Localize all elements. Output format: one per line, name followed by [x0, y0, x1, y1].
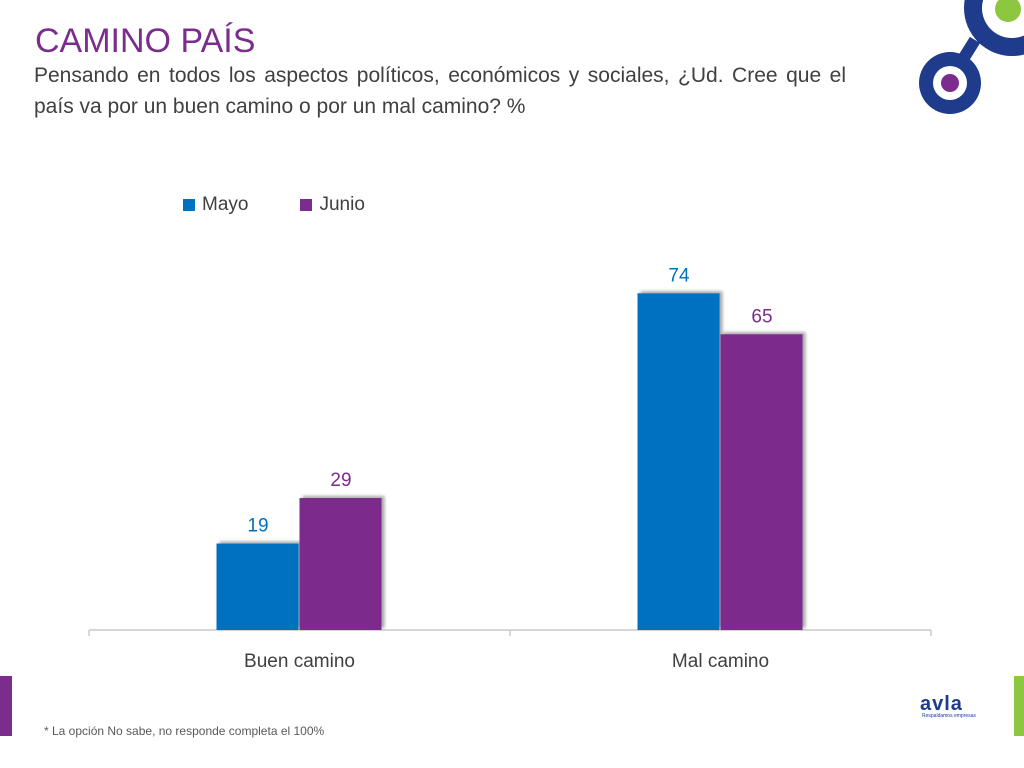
avla-logo: avla Respaldamos empresas	[920, 693, 994, 721]
bar-junio-buen-camino	[299, 498, 382, 630]
legend-item-junio: Junio	[300, 194, 365, 216]
legend-item-mayo: Mayo	[183, 194, 248, 216]
legend-label-mayo: Mayo	[202, 194, 249, 215]
x-tick-label: Buen camino	[244, 651, 355, 672]
legend-swatch-mayo	[183, 199, 195, 211]
logo-tagline: Respaldamos empresas	[922, 713, 976, 719]
legend-label-junio: Junio	[319, 194, 365, 215]
chart-legend: Mayo Junio	[183, 194, 365, 216]
bar-mayo-buen-camino	[216, 543, 299, 630]
data-label: 29	[330, 470, 351, 491]
data-label: 65	[751, 306, 772, 327]
logo-wordmark: avla	[920, 693, 963, 715]
data-label: 74	[668, 265, 690, 286]
footnote: * La opción No sabe, no responde complet…	[44, 724, 325, 738]
survey-question: Pensando en todos los aspectos políticos…	[34, 64, 846, 118]
x-tick-label: Mal camino	[672, 651, 769, 672]
legend-swatch-junio	[300, 199, 313, 211]
top-right-circles-icon	[919, 0, 1024, 114]
bar-junio-mal-camino	[720, 334, 803, 630]
right-accent-bar	[1014, 676, 1024, 736]
bar-mayo-mal-camino	[637, 293, 720, 630]
page-title: CAMINO PAÍS	[35, 22, 256, 60]
left-accent-bar	[0, 676, 12, 736]
data-label: 19	[247, 516, 268, 537]
